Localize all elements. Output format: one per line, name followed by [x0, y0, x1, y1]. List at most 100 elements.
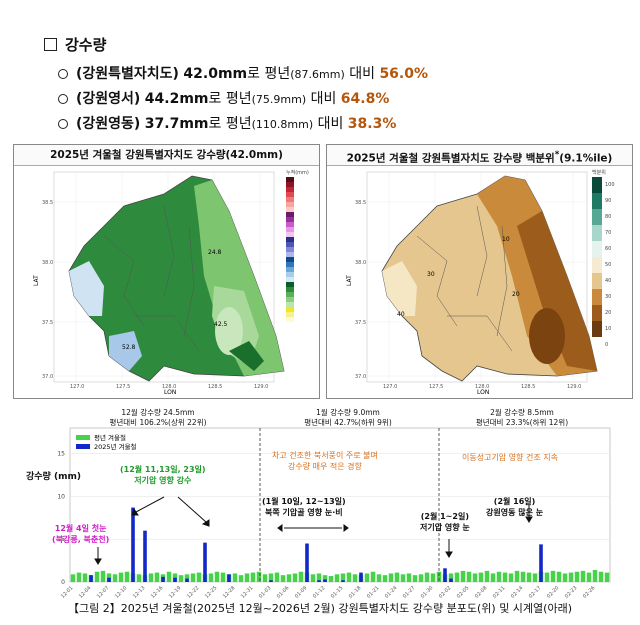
- x-tick-label: 02-17: [528, 585, 543, 598]
- bar-2025: [203, 542, 207, 582]
- bar-normal: [346, 572, 352, 582]
- normal-value: (75.9mm): [251, 93, 307, 106]
- svg-text:128.0: 128.0: [475, 384, 489, 390]
- month-header-feb: 2월 강수량 8.5mm 평년대비 23.3%(하위 12위): [475, 408, 569, 427]
- bar-normal: [406, 573, 412, 582]
- bar-normal: [238, 575, 244, 582]
- x-tick-label: 02-11: [492, 585, 507, 598]
- bar-normal: [100, 570, 106, 582]
- svg-text:37.5: 37.5: [42, 320, 53, 326]
- x-tick-label: 12-01: [60, 585, 75, 598]
- bar-normal: [574, 571, 580, 582]
- note-dec-first-snow: 12월 4일 첫눈 (북강릉, 북춘천): [52, 524, 110, 544]
- bar-2025: [107, 577, 111, 582]
- bar-normal: [70, 574, 76, 582]
- summary-list: (강원특별자치도) 42.0mm로 평년(87.6mm) 대비 56.0% (강…: [58, 62, 428, 137]
- bar-normal: [274, 572, 280, 582]
- bar-2025: [359, 572, 363, 582]
- y-axis-label: LAT: [346, 275, 353, 286]
- bar-2025: [227, 574, 231, 582]
- bar-normal: [316, 573, 322, 582]
- note-jan-snow: (1월 10일, 12~13일) 북쪽 기압골 영향 눈·비: [262, 497, 346, 517]
- x-tick-label: 12-10: [114, 585, 129, 598]
- bar-normal: [550, 570, 556, 582]
- square-bullet-icon: [44, 38, 57, 51]
- precipitation-timeseries-chart: 12-01 12-04 12-07 12-10 12-13 12-16 12-19 12-22…: [57, 427, 611, 598]
- circle-bullet-icon: [58, 119, 68, 129]
- legend-title: 누적(mm): [286, 170, 309, 176]
- bar-2025: [185, 578, 189, 582]
- bar-2025: [539, 544, 543, 582]
- y-tick-label: 0: [61, 579, 65, 586]
- x-tick-label: 12-16: [150, 585, 165, 598]
- bar-normal: [592, 570, 598, 582]
- y-axis-label: 강수량 (mm): [26, 472, 81, 482]
- bar-normal: [448, 573, 454, 582]
- legend-swatch-year: [76, 444, 90, 449]
- contour-label: 10: [502, 236, 510, 243]
- bar-normal: [250, 572, 256, 582]
- contour-label: 52.8: [122, 344, 136, 351]
- precipitation-map: 24.8 42.5 52.8 LON LAT 127.0 127.5 128.0…: [33, 171, 285, 396]
- bar-normal: [268, 573, 274, 582]
- svg-text:128.5: 128.5: [521, 384, 535, 390]
- bar-normal: [472, 573, 478, 582]
- percentile-map-panel: 2025년 겨울철 강원특별자치도 강수량 백분위*(9.1%ile) 10 2…: [326, 144, 633, 399]
- bar-2025: [341, 580, 345, 582]
- bar-normal: [544, 572, 550, 582]
- bar-normal: [352, 574, 358, 582]
- bar-normal: [262, 574, 268, 582]
- bar-normal: [190, 573, 196, 582]
- bar-normal: [364, 573, 370, 582]
- bar-2025: [317, 580, 321, 582]
- bar-normal: [454, 572, 460, 582]
- x-axis-label: LON: [477, 389, 489, 396]
- x-tick-label: 12-28: [222, 585, 237, 598]
- note-feb-dry: 이동성고기압 영향 건조 지속: [462, 453, 558, 462]
- contour-label: 24.8: [208, 249, 222, 256]
- bar-normal: [490, 573, 496, 582]
- bar-normal: [496, 571, 502, 582]
- bar-normal: [286, 574, 292, 582]
- bar-normal: [178, 575, 184, 582]
- legend-ticks: 100 90 80 70 60 50 40 30 20 10 0: [605, 182, 615, 348]
- contour-label: 20: [512, 291, 520, 298]
- precipitation-map-panel: 2025년 겨울철 강원특별자치도 강수량(42.0mm) 24.8 42.5 …: [13, 144, 320, 399]
- bar-normal: [376, 574, 382, 582]
- bar-normal: [196, 572, 202, 582]
- svg-text:129.0: 129.0: [567, 384, 581, 390]
- bar-normal: [166, 571, 172, 582]
- bar-normal: [562, 573, 568, 582]
- bar-normal: [136, 574, 142, 582]
- bar-normal: [310, 574, 316, 582]
- month-header-dec: 12월 강수량 24.5mm 평년대비 106.2%(상위 22위): [109, 408, 207, 427]
- circle-bullet-icon: [58, 69, 68, 79]
- x-tick-label: 12-13: [132, 585, 147, 598]
- contour-label: 30: [427, 271, 435, 278]
- legend-label-year: 2025년 겨울철: [94, 442, 137, 451]
- x-tick-label: 02-02: [438, 585, 453, 598]
- bar-normal: [370, 571, 376, 582]
- bar-2025: [131, 507, 135, 582]
- bar-normal: [586, 572, 592, 582]
- section-heading: 강수량: [44, 34, 106, 55]
- y-tick-label: 15: [57, 451, 65, 458]
- bar-normal: [508, 573, 514, 582]
- x-tick-label: 01-24: [384, 585, 399, 598]
- bar-normal: [118, 572, 124, 582]
- bar-normal: [154, 572, 160, 582]
- bar-normal: [298, 571, 304, 582]
- bar-normal: [388, 573, 394, 582]
- legend-swatch-normal: [76, 435, 90, 440]
- figure-caption: 【그림 2】2025년 겨울철(2025년 12월~2026년 2월) 강원특별…: [67, 602, 572, 615]
- svg-text:37.0: 37.0: [42, 374, 53, 380]
- bar-normal: [604, 572, 610, 582]
- x-tick-label: 12-07: [96, 585, 111, 598]
- bar-normal: [520, 571, 526, 582]
- svg-text:38.0: 38.0: [355, 260, 366, 266]
- month-header-jan: 1월 강수량 9.0mm 평년대비 42.7%(하위 9위): [304, 408, 392, 427]
- y-tick-label: 5: [61, 536, 65, 543]
- x-tick-label: 01-06: [276, 585, 291, 598]
- svg-text:37.5: 37.5: [355, 320, 366, 326]
- note-dec-low: (12월 11,13일, 23일) 저기압 영향 강수: [120, 465, 206, 485]
